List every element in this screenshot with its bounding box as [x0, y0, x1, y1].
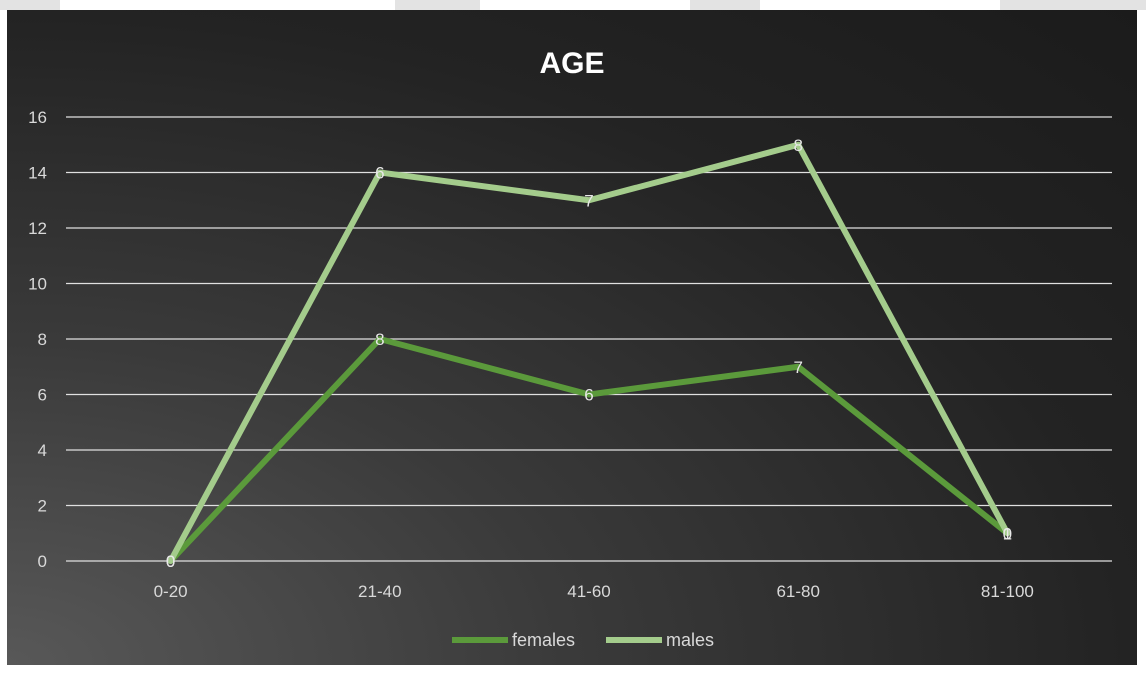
- x-tick-label: 41-60: [567, 582, 610, 601]
- gridlines: [66, 116, 1112, 562]
- page-edge-fragment: [1000, 0, 1146, 10]
- x-tick-label: 21-40: [358, 582, 401, 601]
- y-tick-label: 6: [38, 386, 47, 405]
- page-edge-fragment: [0, 0, 60, 10]
- y-tick-label: 10: [28, 275, 47, 294]
- data-point-males: [1006, 532, 1008, 534]
- data-label-males: 0: [1003, 524, 1012, 543]
- legend: females males: [452, 630, 714, 650]
- data-label-females: 6: [584, 386, 593, 405]
- y-tick-label: 0: [38, 552, 47, 571]
- data-label-females: 1: [1003, 524, 1012, 543]
- data-point-females: [588, 394, 590, 395]
- data-point-males: [588, 199, 590, 201]
- data-point-females: [379, 338, 381, 340]
- data-label-females: 7: [793, 358, 802, 377]
- y-tick-label: 14: [28, 164, 47, 183]
- data-label-males: 0: [166, 552, 175, 571]
- data-point-females: [797, 366, 799, 368]
- series-lines: [167, 141, 1011, 564]
- data-label-females: 8: [375, 330, 384, 349]
- y-axis-ticks: 0 2 4 6 8 10 12 14 16: [28, 108, 47, 571]
- y-tick-label: 4: [38, 441, 47, 460]
- data-label-females: 0: [166, 552, 175, 571]
- data-label-males: 6: [375, 164, 384, 183]
- legend-label-males: males: [666, 630, 714, 650]
- data-label-males: 8: [793, 136, 802, 155]
- data-label-males: 7: [584, 191, 593, 210]
- y-tick-label: 12: [28, 219, 47, 238]
- y-tick-label: 8: [38, 330, 47, 349]
- page-edge-fragment: [690, 0, 760, 10]
- page-edge-fragment: [395, 0, 480, 10]
- data-point-males: [170, 560, 172, 562]
- data-point-males: [379, 172, 381, 173]
- legend-label-females: females: [512, 630, 575, 650]
- x-axis-ticks: 0-20 21-40 41-60 61-80 81-100: [154, 582, 1034, 601]
- x-tick-label: 0-20: [154, 582, 188, 601]
- chart-title: AGE: [539, 47, 604, 80]
- y-tick-label: 2: [38, 497, 47, 516]
- y-tick-label: 16: [28, 108, 47, 127]
- x-tick-label: 61-80: [776, 582, 819, 601]
- data-point-males: [797, 144, 799, 146]
- chart-area: AGE 0 2 4 6 8 10 12 14 16 0-20 21-40 41-60 61-80 81-…: [7, 10, 1137, 665]
- x-tick-label: 81-100: [981, 582, 1034, 601]
